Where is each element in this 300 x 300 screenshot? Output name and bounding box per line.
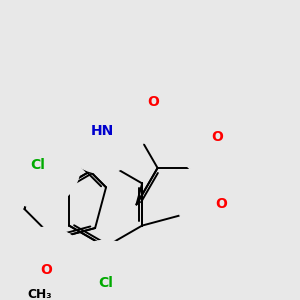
Circle shape: [60, 89, 145, 173]
Text: O: O: [40, 262, 52, 277]
Circle shape: [179, 162, 263, 247]
Text: O: O: [147, 95, 159, 109]
Circle shape: [2, 258, 76, 300]
Circle shape: [176, 95, 260, 179]
Circle shape: [0, 123, 80, 208]
Text: HN: HN: [91, 124, 114, 138]
Text: O: O: [212, 130, 224, 144]
Text: CH₃: CH₃: [27, 288, 52, 300]
Text: Cl: Cl: [98, 275, 113, 290]
Circle shape: [63, 240, 148, 300]
Circle shape: [4, 227, 88, 300]
Text: O: O: [215, 197, 227, 212]
Circle shape: [111, 60, 196, 144]
Text: Cl: Cl: [31, 158, 46, 172]
